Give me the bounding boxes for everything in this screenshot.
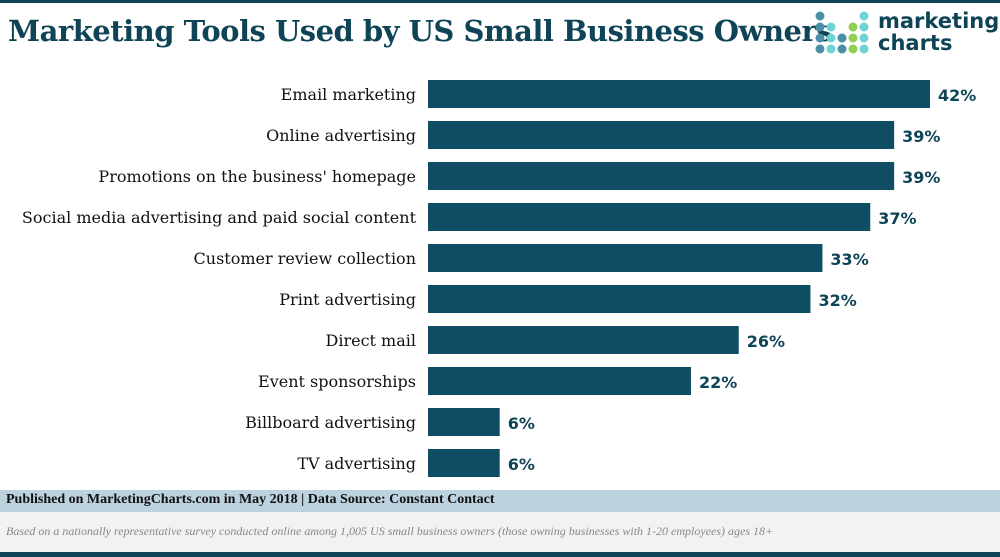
data-label: 32% — [818, 291, 856, 310]
data-label: 37% — [878, 209, 916, 228]
source-text: Published on MarketingCharts.com in May … — [6, 492, 495, 507]
logo-dot — [859, 22, 869, 32]
logo-dot — [848, 22, 858, 32]
category-label: TV advertising — [297, 454, 416, 473]
bottom-border — [0, 552, 1000, 557]
data-label: 33% — [830, 250, 868, 269]
category-label: Print advertising — [279, 290, 416, 309]
bar — [428, 367, 691, 395]
logo-dot — [837, 44, 847, 54]
category-label: Social media advertising and paid social… — [22, 208, 417, 227]
data-label: 6% — [508, 414, 535, 433]
logo-dot — [826, 22, 836, 32]
logo-dot — [815, 44, 825, 54]
logo-dot — [859, 44, 869, 54]
bar — [428, 326, 739, 354]
bar — [428, 449, 500, 477]
logo-line1: marketing — [878, 9, 1000, 33]
bar-chart: Email marketing 42% Online advertising 39% P… — [22, 80, 976, 477]
note-band: Based on a nationally representative sur… — [0, 512, 1000, 552]
top-border — [0, 0, 1000, 3]
bar — [428, 203, 871, 231]
logo-dot — [826, 33, 836, 43]
category-label: Direct mail — [326, 331, 416, 350]
bar — [428, 121, 895, 149]
logo-dot — [826, 44, 836, 54]
category-label: Email marketing — [281, 85, 416, 104]
logo-line2: charts — [878, 31, 953, 55]
bar — [428, 408, 500, 436]
bar — [428, 285, 811, 313]
category-label: Customer review collection — [194, 249, 416, 268]
logo-dot — [815, 11, 825, 21]
category-label: Event sponsorships — [258, 372, 416, 391]
category-label: Promotions on the business' homepage — [98, 167, 416, 186]
logo-dot — [859, 11, 869, 21]
logo-dot — [837, 33, 847, 43]
logo-dot — [815, 33, 825, 43]
category-label: Billboard advertising — [245, 413, 416, 432]
bar — [428, 80, 930, 108]
data-label: 22% — [699, 373, 737, 392]
data-label: 26% — [747, 332, 785, 351]
logo-dot — [815, 22, 825, 32]
logo-dot — [848, 33, 858, 43]
logo-dot — [848, 44, 858, 54]
source-band: Published on MarketingCharts.com in May … — [0, 490, 1000, 512]
logo-dot — [859, 33, 869, 43]
marketingcharts-logo: marketing charts — [814, 10, 999, 60]
data-label: 39% — [902, 127, 940, 146]
note-text: Based on a nationally representative sur… — [6, 524, 774, 538]
category-label: Online advertising — [266, 126, 416, 145]
logo-dots-icon — [815, 11, 869, 54]
data-label: 39% — [902, 168, 940, 187]
data-label: 42% — [938, 86, 976, 105]
data-label: 6% — [508, 455, 535, 474]
bar — [428, 244, 823, 272]
chart-title: Marketing Tools Used by US Small Busines… — [8, 14, 833, 48]
bar — [428, 162, 895, 190]
